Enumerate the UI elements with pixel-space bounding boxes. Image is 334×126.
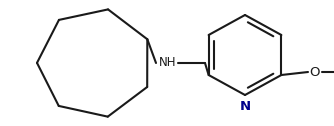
Text: O: O xyxy=(310,66,320,78)
Text: N: N xyxy=(239,100,250,113)
Text: NH: NH xyxy=(159,56,177,70)
